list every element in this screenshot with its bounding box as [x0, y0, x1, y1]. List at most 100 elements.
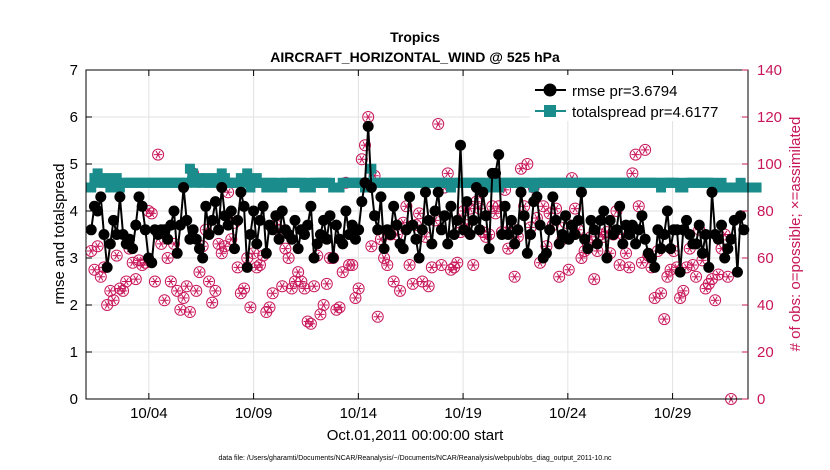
- x-tick-label-3: 10/19: [444, 405, 482, 422]
- rmse-point: [649, 261, 661, 273]
- asterisk-stroke: [266, 303, 273, 312]
- obs-assimilated-marker: [539, 202, 548, 211]
- obs-possible-marker: [161, 252, 174, 264]
- obs-assimilated-marker: [523, 160, 532, 168]
- obs-possible-marker: [301, 315, 314, 328]
- asterisk-stroke: [397, 286, 403, 295]
- rmse-point: [703, 261, 715, 273]
- obs-assimilated-marker: [434, 120, 443, 128]
- asterisk-stroke: [298, 277, 304, 286]
- obs-possible-marker: [639, 143, 652, 156]
- asterisk-stroke: [88, 247, 94, 255]
- rmse-point: [639, 233, 651, 245]
- rmse-point: [419, 186, 431, 198]
- obs-possible-marker: [238, 282, 251, 295]
- rmse-point: [509, 238, 521, 250]
- asterisk-stroke: [407, 261, 413, 269]
- legend: rmse pr=3.6794 totalspread pr=4.6177: [530, 75, 740, 121]
- rmse-point: [636, 210, 648, 222]
- obs-possible-marker: [365, 240, 378, 253]
- rmse-point: [512, 224, 524, 236]
- rmse-point: [362, 120, 374, 132]
- asterisk-stroke: [709, 275, 715, 284]
- obs-possible-marker: [387, 275, 400, 288]
- rmse-point: [203, 229, 215, 240]
- obs-assimilated-marker: [679, 286, 688, 295]
- obs-assimilated-marker: [153, 150, 163, 159]
- asterisk-stroke: [289, 284, 295, 293]
- obs-possible-marker: [514, 162, 527, 175]
- data-file-footer: data file: /Users/gharamti/Documents/NCA…: [218, 455, 612, 462]
- rmse-point: [716, 219, 728, 231]
- asterisk-stroke: [652, 294, 658, 302]
- rmse-point: [305, 200, 317, 212]
- obs-possible-marker: [394, 284, 407, 297]
- rmse-point: [591, 238, 603, 250]
- rmse-point: [585, 214, 597, 226]
- rmse-point: [114, 191, 126, 203]
- asterisk-stroke: [668, 265, 674, 274]
- asterisk-stroke: [359, 155, 365, 164]
- obs-possible-marker: [648, 291, 661, 304]
- obs-assimilated-marker: [660, 315, 669, 324]
- asterisk-stroke: [247, 303, 253, 312]
- rmse-point: [375, 191, 387, 203]
- chart-title-line2: AIRCRAFT_HORIZONTAL_WIND @ 525 hPa: [270, 49, 560, 65]
- rmse-point: [601, 252, 613, 264]
- obs-assimilated-marker: [309, 282, 319, 291]
- obs-possible-marker: [629, 148, 642, 161]
- obs-assimilated-marker: [338, 268, 347, 277]
- asterisk-stroke: [419, 277, 425, 286]
- rmse-point: [467, 214, 479, 226]
- obs-assimilated-marker: [109, 296, 118, 305]
- obs-assimilated-marker: [577, 254, 586, 262]
- rmse-point: [95, 191, 107, 203]
- rmse-point: [330, 219, 342, 231]
- obs-assimilated-marker: [395, 286, 405, 295]
- obs-possible-marker: [435, 259, 448, 272]
- obs-assimilated-marker: [278, 282, 287, 291]
- y-left-tick-label-7: 7: [70, 62, 78, 79]
- obs-assimilated-marker: [491, 209, 500, 218]
- rmse-point: [146, 257, 158, 269]
- obs-possible-marker: [320, 277, 333, 290]
- obs-assimilated-marker: [418, 277, 427, 286]
- rmse-point: [190, 233, 202, 245]
- obs-assimilated-marker: [214, 239, 223, 248]
- obs-possible-marker: [709, 294, 722, 307]
- obs-possible-marker: [110, 249, 123, 262]
- rmse-point: [540, 247, 552, 259]
- rmse-point: [127, 243, 139, 255]
- asterisk-stroke: [556, 272, 562, 281]
- obs-possible-marker: [406, 277, 419, 290]
- obs-possible-marker: [244, 301, 257, 314]
- obs-possible-marker: [190, 284, 203, 297]
- obs-assimilated-marker: [335, 303, 344, 312]
- asterisk-stroke: [270, 289, 276, 298]
- asterisk-stroke: [305, 317, 311, 326]
- plot-frame: [85, 69, 749, 400]
- rmse-point: [423, 214, 435, 226]
- rmse-point: [633, 224, 645, 236]
- obs-assimilated-marker: [389, 277, 398, 286]
- asterisk-stroke: [629, 169, 635, 178]
- rmse-point: [735, 210, 747, 222]
- rmse-point: [130, 219, 142, 231]
- rmse-point: [655, 243, 667, 255]
- asterisk-stroke: [219, 249, 225, 258]
- rmse-point: [610, 224, 622, 236]
- obs-assimilated-marker: [723, 272, 733, 281]
- rmse-point: [544, 224, 556, 236]
- rmse-point: [525, 229, 537, 240]
- asterisk-stroke: [492, 209, 499, 218]
- asterisk-stroke: [349, 261, 355, 269]
- rmse-point: [369, 210, 381, 222]
- asterisk-stroke: [626, 263, 632, 272]
- obs-assimilated-marker: [106, 286, 115, 295]
- spread-point: [86, 182, 97, 193]
- asterisk-stroke: [308, 319, 314, 328]
- y-left-tick-label-6: 6: [70, 109, 78, 126]
- rmse-point: [267, 224, 279, 236]
- asterisk-stroke: [286, 254, 292, 262]
